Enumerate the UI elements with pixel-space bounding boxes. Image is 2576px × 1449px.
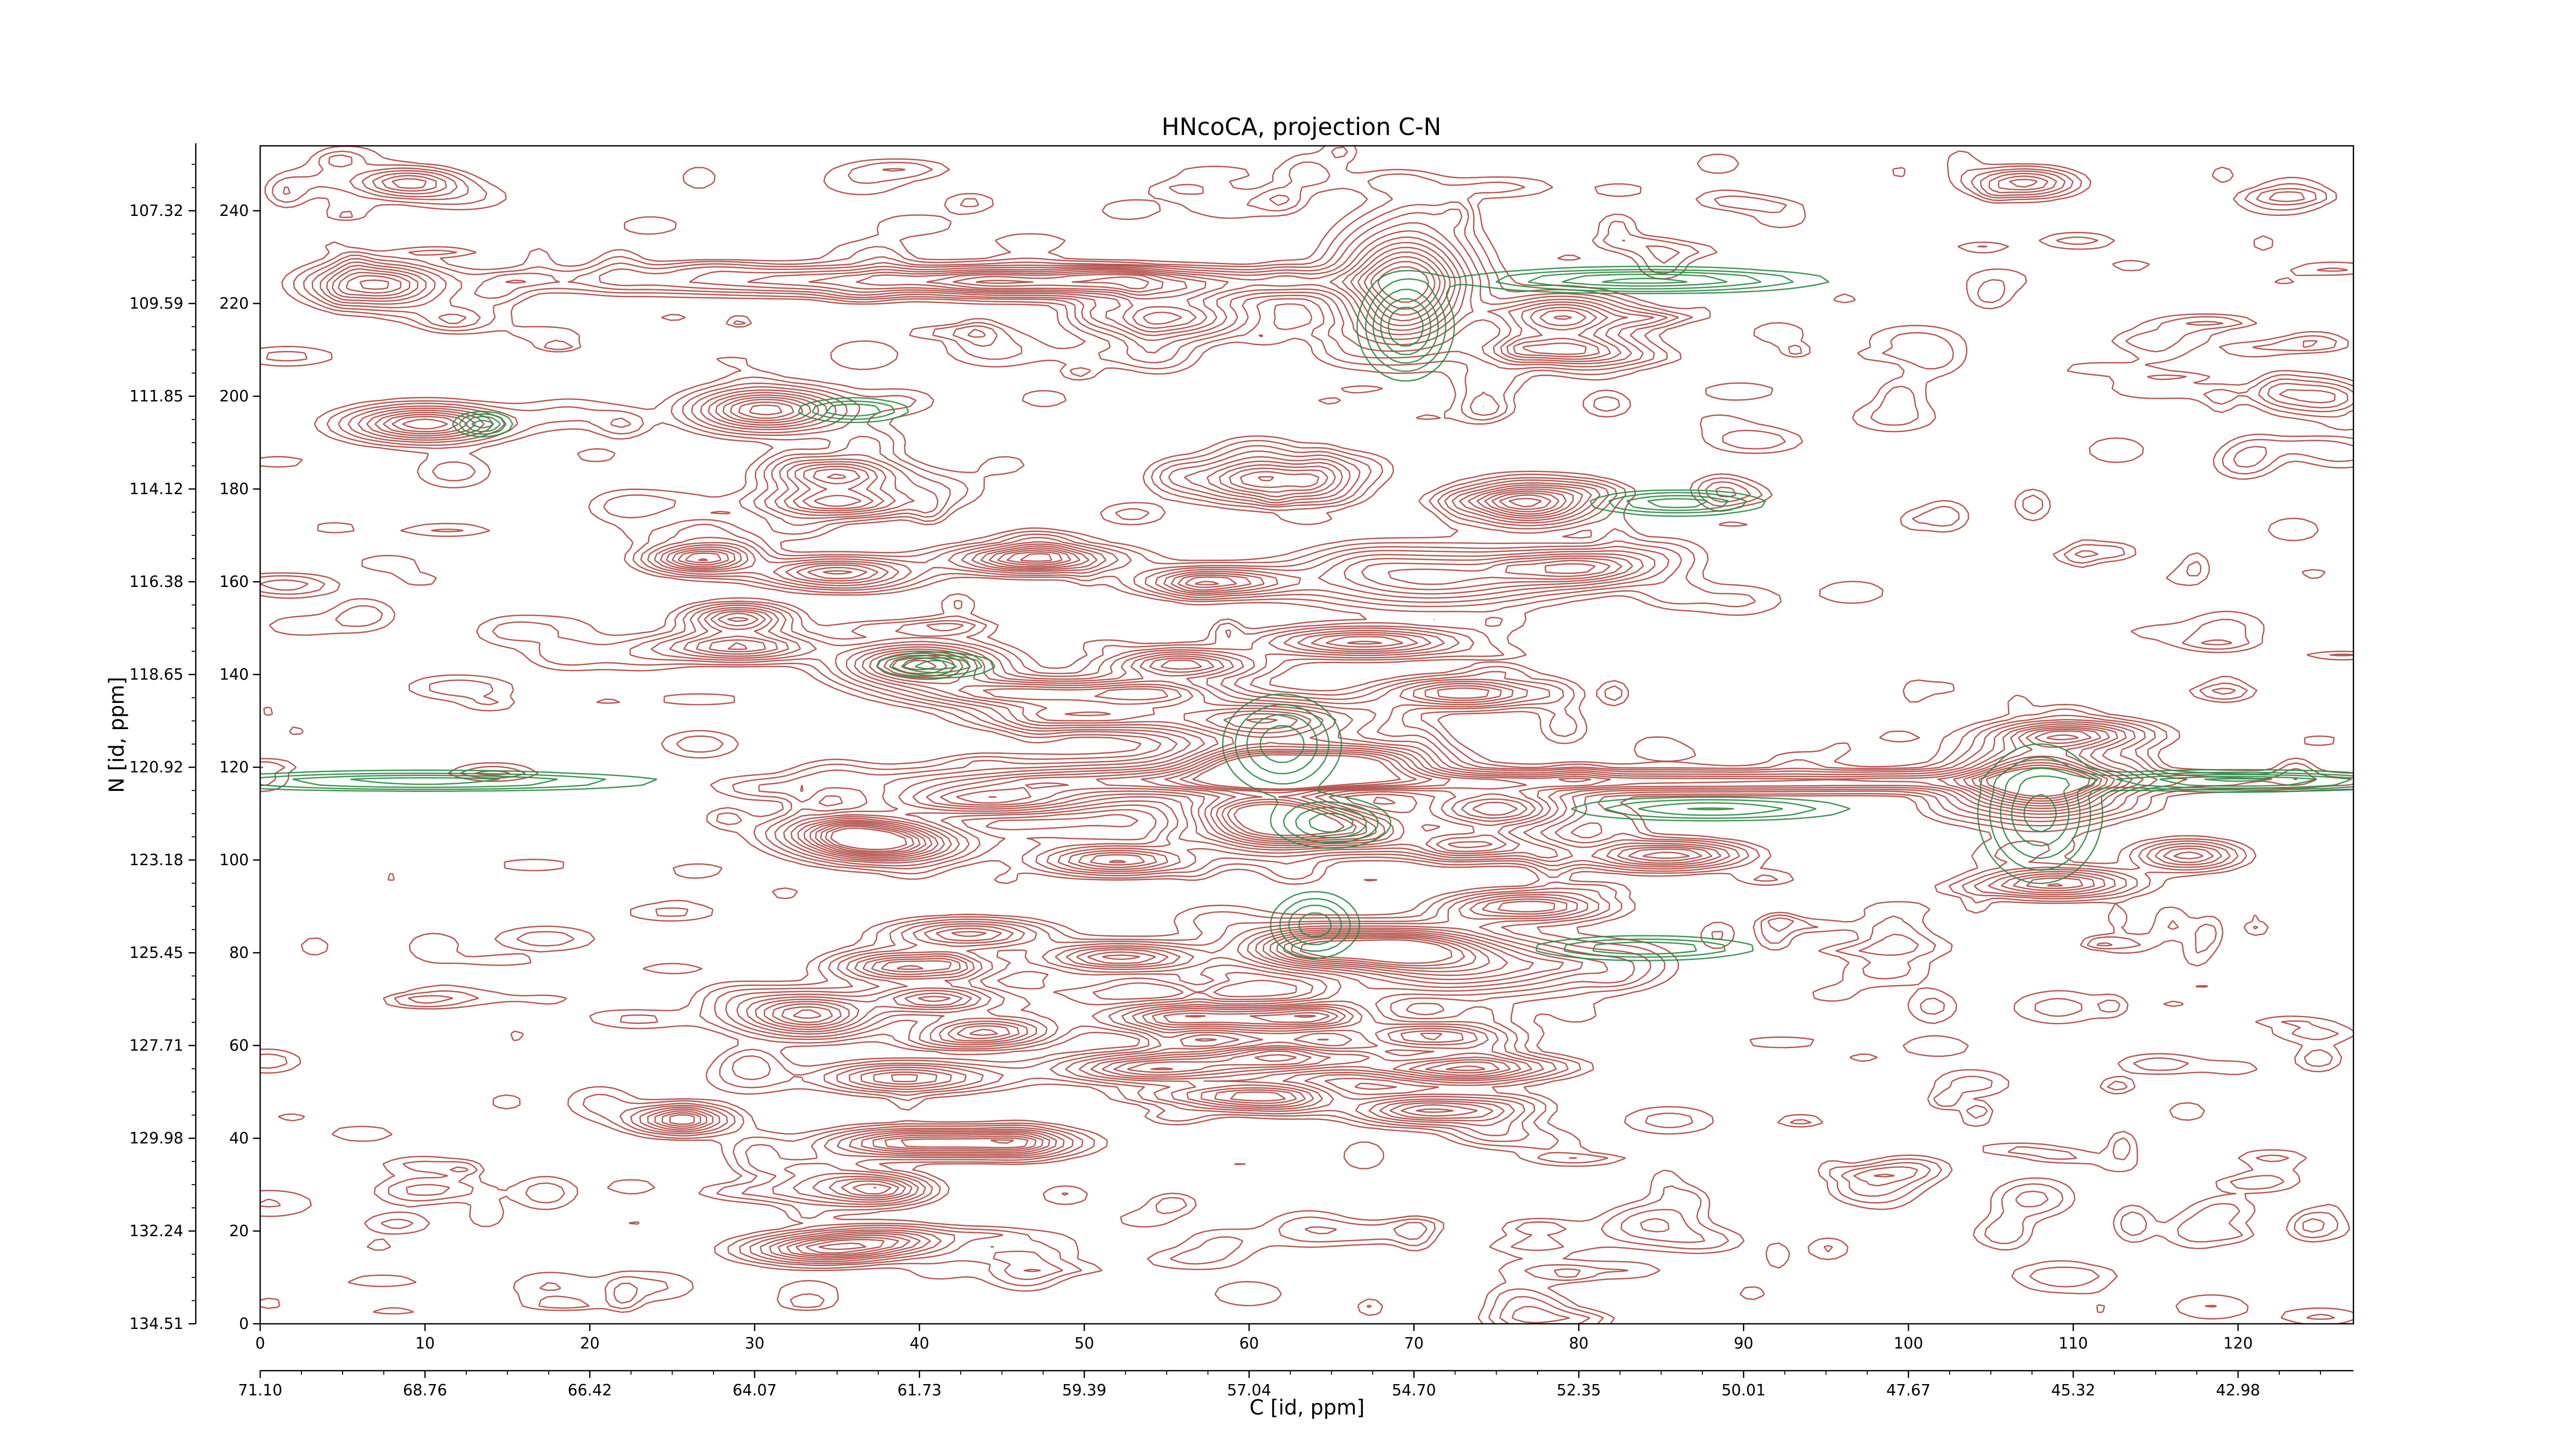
x-tick-label: 30 — [745, 1335, 765, 1353]
x-tick-label: 110 — [2059, 1335, 2088, 1353]
positive-contour-level-2 — [260, 146, 2353, 1324]
x-ppm-tick-label: 52.35 — [1556, 1381, 1601, 1400]
negative-contour-level-1 — [260, 265, 2353, 962]
x-ppm-tick-label: 68.76 — [403, 1381, 447, 1400]
chart-title: HNcoCA, projection C-N — [1162, 113, 1442, 141]
positive-contour-level-8 — [337, 242, 2124, 1257]
x-ppm-tick-label: 45.32 — [2051, 1381, 2095, 1400]
x-ppm-tick-label: 61.73 — [897, 1381, 942, 1400]
x-ppm-tick-label: 71.10 — [238, 1381, 282, 1400]
x-tick-label: 50 — [1075, 1335, 1094, 1353]
negative-contour-level-4 — [350, 274, 2317, 938]
y-ppm-axis: 134.51 132.24 129.98 127.71 125.45 123.18 120.… — [129, 143, 197, 1333]
positive-contour-level-1 — [260, 146, 2353, 1324]
negative-contour-level-2 — [260, 268, 2353, 958]
x-tick-label: 10 — [415, 1335, 435, 1353]
positive-contour-level-12 — [825, 261, 2097, 967]
x-tick-label: 60 — [1239, 1335, 1259, 1353]
x-ppm-tick-label: 66.42 — [568, 1381, 612, 1400]
y-tick-label: 80 — [229, 944, 249, 962]
positive-contour-level-11 — [424, 256, 2103, 1250]
y-ppm-tick-label: 114.12 — [129, 480, 183, 498]
x-tick-label: 90 — [1734, 1335, 1753, 1353]
x-ppm-tick-label: 57.04 — [1227, 1381, 1272, 1400]
x-tick-label: 100 — [1894, 1335, 1923, 1353]
x-ppm-tick-label: 59.39 — [1062, 1381, 1107, 1400]
y-tick-label: 220 — [219, 295, 249, 313]
y-tick-label: 200 — [219, 387, 249, 406]
y-tick-label: 160 — [219, 573, 249, 591]
x-ppm-tick-label: 64.07 — [733, 1381, 777, 1400]
y-tick-label: 60 — [229, 1037, 249, 1055]
y-tick-label: 120 — [219, 759, 249, 777]
y-ppm-tick-label: 107.32 — [129, 202, 183, 220]
positive-contour-level-7 — [331, 178, 2204, 1259]
plot-area — [259, 145, 2354, 1325]
x-axis: 0 10 20 30 40 50 60 70 80 90 100 110 120 — [255, 1324, 2253, 1353]
x-axis-label: C [id, ppm] — [1249, 1396, 1365, 1420]
x-tick-label: 0 — [255, 1335, 265, 1353]
x-tick-label: 70 — [1404, 1335, 1423, 1353]
y-ppm-tick-label: 127.71 — [129, 1037, 183, 1055]
y-ppm-tick-label: 118.65 — [129, 666, 183, 684]
y-axis-label: N [id, ppm] — [105, 677, 129, 793]
y-tick-label: 140 — [219, 666, 249, 684]
y-ppm-tick-label: 129.98 — [129, 1130, 183, 1148]
positive-contour-level-10 — [359, 251, 2109, 1254]
positive-contour-level-3 — [260, 154, 2353, 1324]
y-ppm-tick-label: 132.24 — [129, 1222, 183, 1240]
positive-contour-level-6 — [326, 175, 2214, 1260]
negative-contour-level-3 — [292, 271, 2352, 955]
positive-contour-level-4 — [311, 170, 2349, 1323]
y-tick-label: 20 — [229, 1222, 249, 1240]
negative-contour-level-5 — [1387, 278, 2272, 833]
x-ppm-tick-label: 47.67 — [1886, 1381, 1930, 1400]
x-ppm-tick-label: 50.01 — [1721, 1381, 1766, 1400]
x-tick-label: 40 — [910, 1335, 929, 1353]
x-tick-label: 80 — [1569, 1335, 1588, 1353]
x-tick-label: 120 — [2223, 1335, 2252, 1353]
y-tick-label: 180 — [219, 480, 249, 498]
y-ppm-tick-label: 134.51 — [129, 1315, 183, 1333]
y-axis: 0 20 40 60 80 100 120 140 160 180 200 220 240 — [219, 202, 260, 1333]
x-ppm-axis: 71.10 68.76 66.42 64.07 61.73 59.39 57.04 54.70… — [238, 1370, 2353, 1400]
y-tick-label: 240 — [219, 202, 249, 220]
x-ppm-tick-label: 54.70 — [1392, 1381, 1436, 1400]
positive-contour-level-5 — [319, 172, 2336, 1262]
x-ppm-tick-label: 42.98 — [2216, 1381, 2260, 1400]
y-tick-label: 0 — [239, 1315, 249, 1333]
y-tick-label: 40 — [229, 1130, 249, 1148]
y-ppm-tick-label: 111.85 — [129, 387, 183, 406]
x-tick-label: 20 — [580, 1335, 600, 1353]
plot-frame — [259, 145, 2354, 1325]
y-ppm-tick-label: 123.18 — [129, 851, 183, 869]
y-tick-label: 100 — [219, 851, 249, 869]
y-ppm-tick-label: 120.92 — [129, 759, 183, 777]
y-ppm-tick-label: 109.59 — [129, 295, 183, 313]
y-ppm-tick-label: 116.38 — [129, 573, 183, 591]
y-ppm-tick-label: 125.45 — [129, 944, 183, 962]
